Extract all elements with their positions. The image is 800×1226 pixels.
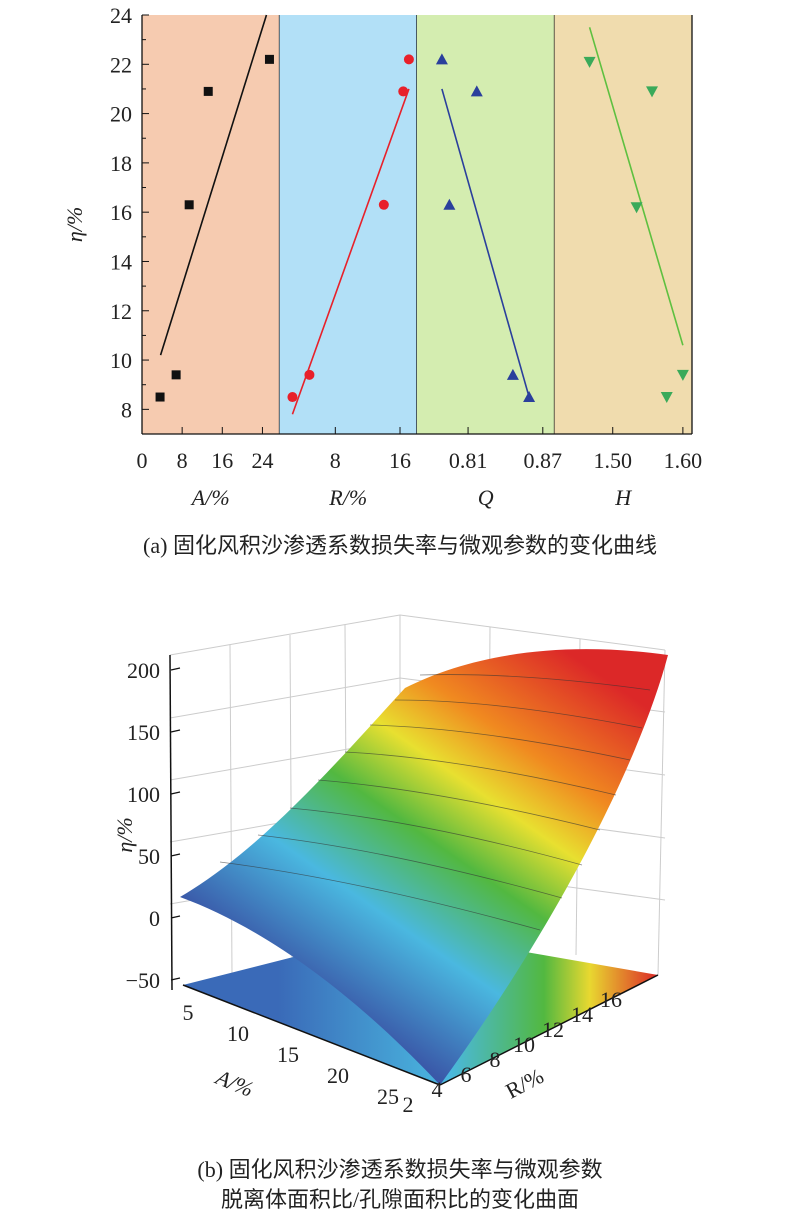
data-point (171, 370, 181, 380)
data-point (630, 202, 643, 214)
y-tick-label: 14 (110, 249, 132, 274)
fit-line-2 (441, 88, 530, 398)
x-tick-label: 8 (177, 448, 188, 473)
z-tick-label: −50 (126, 968, 160, 993)
z-tick (170, 791, 181, 795)
x-tick-label: 24 (251, 448, 273, 473)
x-tick-label: 16 (389, 448, 411, 473)
data-point (403, 54, 414, 65)
panel-background-1 (279, 15, 417, 434)
surface-zlabel: η/% (112, 817, 137, 852)
x-tick-label: 0.81 (449, 448, 488, 473)
z-tick-label: 100 (127, 782, 160, 807)
x-tick-label: 5 (183, 1000, 194, 1025)
fit-line-1 (291, 88, 410, 415)
surface-xlabel: A/% (211, 1064, 257, 1102)
x-axis-label: R/% (328, 485, 367, 510)
caption-b-line2: 脱离体面积比/孔隙面积比的变化曲面 (220, 1187, 580, 1212)
surface-ylabel: R/% (501, 1063, 547, 1103)
surface-contours (219, 674, 651, 931)
y-tick-label: 10 (513, 1032, 535, 1057)
y-tick-label: 8 (490, 1047, 501, 1072)
data-point (203, 86, 213, 96)
x-axis-label: A/% (190, 485, 230, 510)
caption-a: (a) 固化风积沙渗透系数损失率与微观参数的变化曲线 (143, 533, 657, 558)
z-tick (170, 915, 181, 919)
y-axis-label: η/% (62, 207, 87, 242)
x-tick-label: 25 (377, 1084, 399, 1109)
y-tick-label: 6 (461, 1062, 472, 1087)
z-tick-label: 0 (149, 906, 160, 931)
z-tick-label: 50 (138, 844, 160, 869)
data-point (506, 368, 519, 380)
data-point (470, 85, 483, 97)
x-axis-label: Q (478, 485, 494, 510)
x-tick-label: 1.60 (664, 448, 703, 473)
y-tick-label: 8 (121, 397, 132, 422)
data-point (676, 369, 689, 381)
y-tick-label: 14 (571, 1002, 593, 1027)
panel-background-3 (554, 15, 692, 434)
x-tick-label: 1.50 (593, 448, 632, 473)
axes (169, 654, 659, 1086)
z-tick (170, 667, 181, 671)
z-tick-label: 150 (127, 720, 160, 745)
data-point (660, 392, 673, 404)
y-tick-label: 2 (403, 1092, 414, 1117)
data-point (646, 86, 659, 98)
z-tick-label: 200 (127, 658, 160, 683)
y-tick-label: 10 (110, 348, 132, 373)
x-tick-label: 16 (211, 448, 233, 473)
fit-line-3 (588, 27, 684, 346)
x-tick-label: 0 (137, 448, 148, 473)
y-tick-label: 4 (432, 1077, 443, 1102)
data-point (304, 369, 315, 380)
response-surface (180, 649, 668, 1085)
y-tick-label: 16 (110, 200, 132, 225)
panel-background-0 (142, 15, 280, 434)
data-point (435, 53, 448, 65)
data-point (287, 392, 298, 403)
x-tick-label: 20 (327, 1063, 349, 1088)
y-tick-label: 18 (110, 151, 132, 176)
data-point (378, 199, 389, 210)
data-point (583, 56, 596, 68)
y-tick-label: 22 (110, 52, 132, 77)
data-point (398, 86, 409, 97)
data-point (523, 391, 536, 403)
x-tick-label: 8 (330, 448, 341, 473)
x-tick-label: 10 (227, 1021, 249, 1046)
z-tick (170, 729, 181, 733)
fit-line-0 (159, 14, 268, 356)
y-tick-label: 24 (110, 3, 132, 28)
x-axis-label: H (614, 485, 632, 510)
data-point (443, 198, 456, 210)
y-tick-label: 12 (110, 299, 132, 324)
data-point (264, 54, 274, 64)
z-tick (170, 977, 181, 981)
y-tick-label: 12 (542, 1017, 564, 1042)
z-tick (170, 853, 181, 857)
data-point (184, 200, 194, 210)
panel-background-2 (417, 15, 555, 434)
caption-b-line1: (b) 固化风积沙渗透系数损失率与微观参数 (197, 1157, 603, 1182)
data-point (155, 392, 165, 402)
y-tick-label: 16 (600, 987, 622, 1012)
x-tick-label: 15 (277, 1042, 299, 1067)
x-tick-label: 0.87 (524, 448, 563, 473)
y-tick-label: 20 (110, 102, 132, 127)
